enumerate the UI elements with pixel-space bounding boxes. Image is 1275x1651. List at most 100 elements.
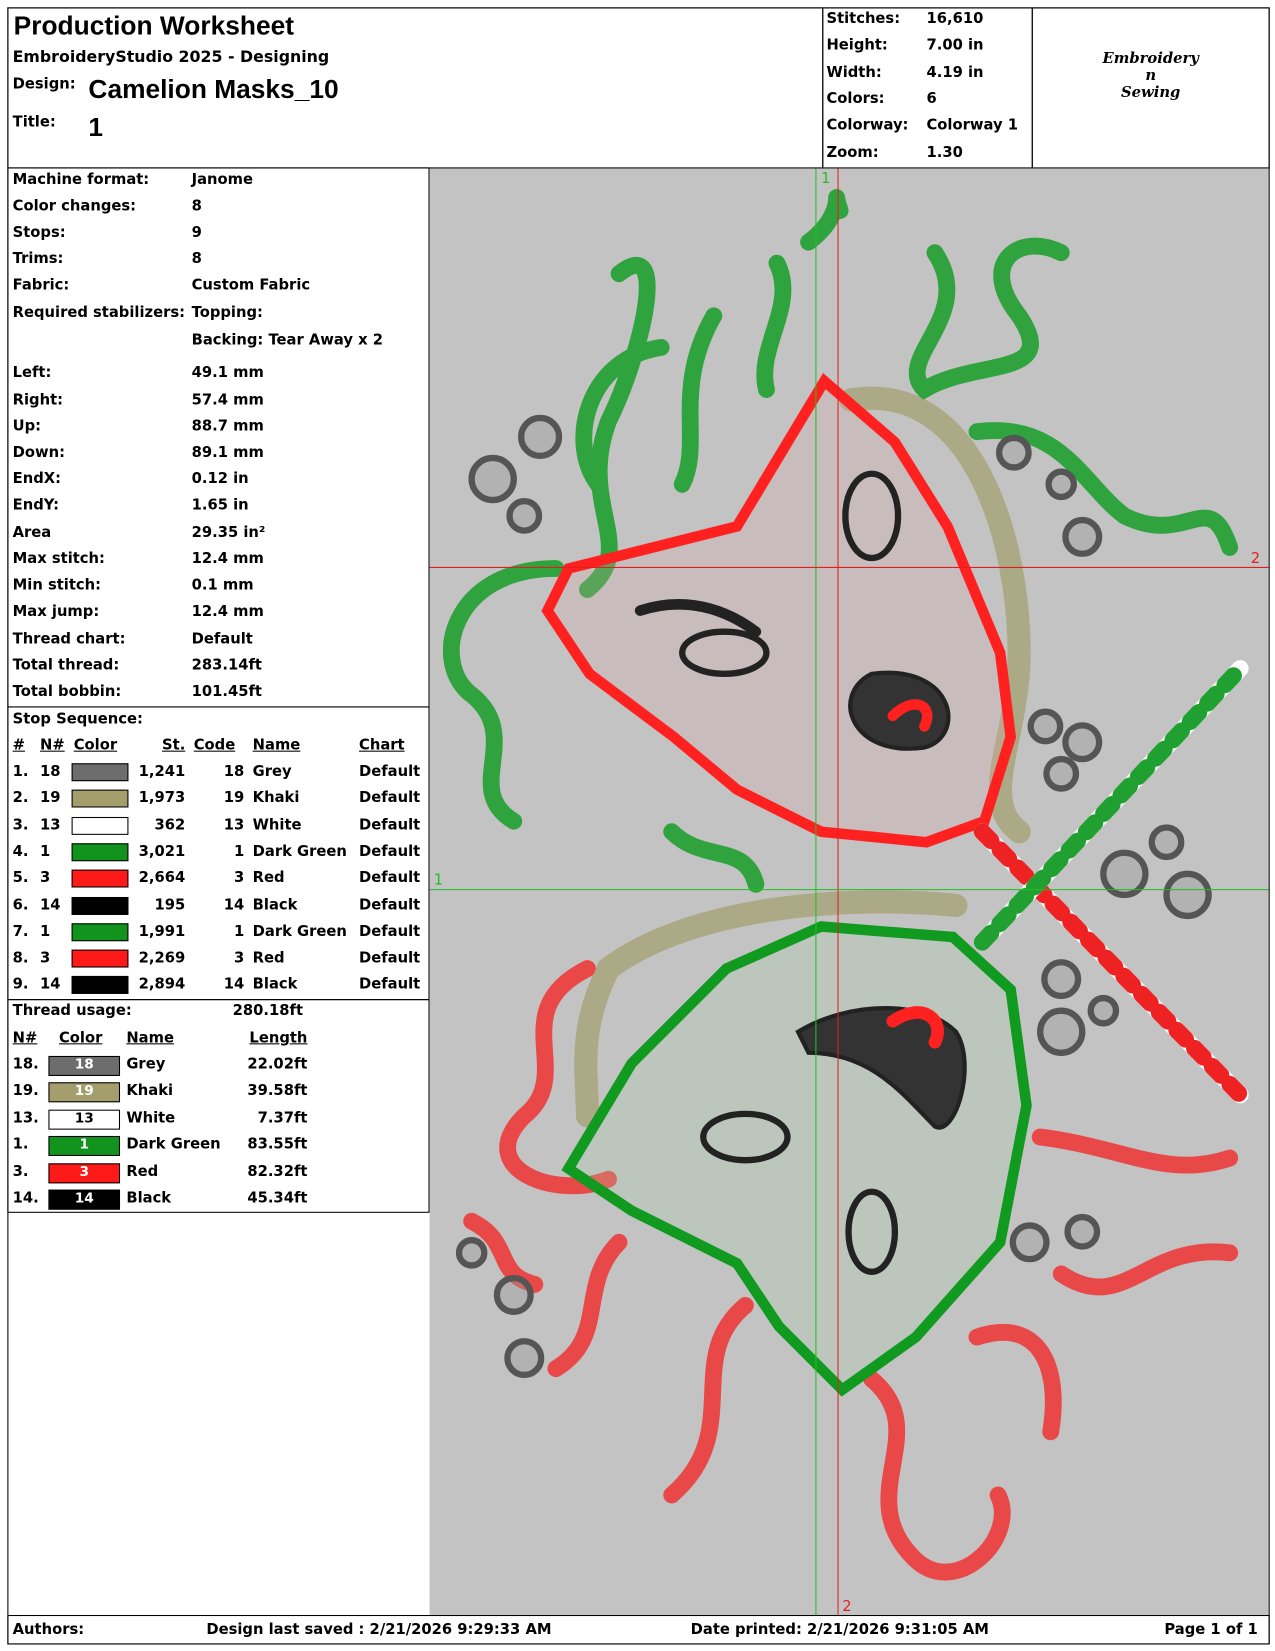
info-label: Area — [12, 524, 52, 542]
row-name: Black — [126, 1189, 172, 1207]
row-n: 3 — [40, 949, 51, 967]
info-label: Machine format: — [12, 171, 150, 189]
color-swatch — [71, 789, 129, 808]
ring — [1027, 708, 1064, 745]
ring — [517, 414, 563, 460]
footer-box — [7, 1614, 1270, 1645]
row-n: 14. — [12, 1189, 39, 1207]
row-chart: Default — [359, 789, 421, 807]
row-n: 19 — [40, 789, 61, 807]
row-chart: Default — [359, 923, 421, 940]
info-value: 29.35 in² — [191, 524, 266, 542]
section-title: Thread usage: — [12, 1002, 132, 1020]
info-value: 57.4 mm — [191, 391, 264, 409]
row-chart: Default — [359, 816, 421, 834]
logo-line: Sewing — [1121, 84, 1181, 102]
row-code: 18 — [223, 763, 245, 781]
ring — [1062, 722, 1103, 763]
info-label: Total thread: — [12, 656, 120, 674]
row-num: 1. — [12, 763, 29, 781]
row-n: 19. — [12, 1082, 39, 1100]
row-num: 5. — [12, 869, 29, 887]
color-swatch — [71, 896, 129, 915]
color-swatch: 1 — [48, 1136, 121, 1157]
row-n: 13. — [12, 1109, 39, 1127]
row-stitches: 195 — [154, 896, 186, 914]
info-value: 101.45ft — [191, 683, 262, 701]
design-label: Design: — [12, 75, 76, 93]
thread-box — [7, 999, 430, 1213]
ribbon — [663, 823, 765, 893]
mouth — [795, 1005, 967, 1130]
logo-line: Embroidery — [1102, 50, 1199, 68]
row-name: Grey — [126, 1055, 166, 1073]
column-header: Color — [58, 1029, 103, 1047]
info-value: Topping: — [191, 304, 263, 322]
row-stitches: 2,664 — [138, 869, 186, 887]
color-swatch: 18 — [48, 1055, 121, 1076]
info-label: EndX: — [12, 470, 62, 488]
ribbon — [673, 307, 723, 493]
row-stitches: 2,269 — [138, 949, 186, 967]
logo-line: n — [1145, 67, 1157, 85]
row-chart: Default — [359, 896, 421, 914]
row-stitches: 1,241 — [138, 763, 186, 781]
row-n: 1 — [40, 843, 51, 861]
info-label: Stops: — [12, 224, 66, 242]
row-name: Red — [126, 1162, 159, 1180]
ribbon — [442, 560, 565, 830]
ribbon — [1052, 1243, 1239, 1296]
row-num: 4. — [12, 843, 29, 861]
row-n: 13 — [40, 816, 61, 834]
color-swatch: 13 — [48, 1109, 121, 1130]
row-name: Khaki — [126, 1082, 174, 1100]
ring — [468, 454, 517, 504]
ring — [1087, 994, 1120, 1027]
row-n: 1 — [40, 923, 51, 940]
color-swatch: 3 — [48, 1162, 121, 1183]
footer-authors: Authors: — [12, 1621, 85, 1639]
column-header: Code — [193, 736, 236, 754]
cane-stripe — [973, 660, 1249, 951]
stat-label: Height: — [826, 37, 888, 55]
row-num: 3. — [12, 816, 29, 834]
row-code: 3 — [233, 869, 245, 887]
info-value: Backing: Tear Away x 2 — [191, 331, 384, 349]
ring — [493, 1274, 534, 1315]
guide-label: 2 — [1251, 550, 1260, 567]
ring — [1041, 959, 1082, 1000]
ribbon — [863, 1370, 1011, 1581]
row-n: 18. — [12, 1055, 39, 1073]
column-header: N# — [12, 1029, 38, 1047]
design-canvas: 1 2 2 1 — [429, 168, 1269, 1615]
ring — [1163, 870, 1212, 920]
row-n: 18 — [40, 763, 61, 781]
row-stitches: 1,973 — [138, 789, 186, 807]
stat-label: Zoom: — [826, 143, 879, 161]
row-length: 22.02ft — [247, 1055, 308, 1073]
stat-label: Colorway: — [826, 117, 909, 134]
column-header: N# — [40, 736, 65, 754]
ribbon — [1031, 1128, 1239, 1174]
info-value: 0.1 mm — [191, 576, 254, 594]
row-code: 19 — [223, 789, 245, 807]
row-num: 6. — [12, 896, 29, 914]
stat-value: 4.19 in — [926, 63, 984, 81]
column-header: St. — [162, 736, 186, 754]
tongue — [886, 1006, 944, 1049]
ring — [1062, 516, 1103, 557]
row-name: Dark Green — [252, 843, 347, 861]
logo: Embroidery n Sewing — [1037, 51, 1264, 102]
design-art — [442, 189, 1249, 1581]
info-label: Total bobbin: — [12, 683, 122, 701]
stat-value: 1.30 — [926, 143, 963, 161]
row-code: 14 — [223, 896, 245, 914]
row-length: 45.34ft — [247, 1189, 308, 1207]
info-label: Max stitch: — [12, 550, 105, 568]
ring — [1009, 1222, 1050, 1263]
row-name: White — [126, 1109, 176, 1127]
info-value: 1.65 in — [191, 496, 249, 514]
color-swatch — [71, 843, 129, 862]
footer-saved: Design last saved : 2/21/2026 9:29:33 AM — [206, 1621, 552, 1639]
